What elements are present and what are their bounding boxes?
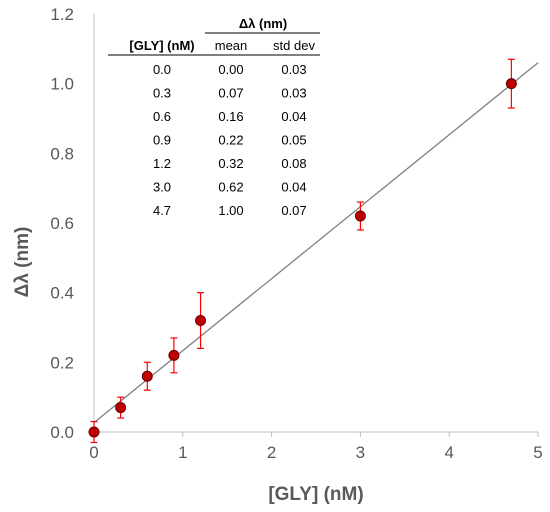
table-cell: 0.0 bbox=[153, 62, 171, 77]
axes bbox=[93, 14, 539, 437]
table-cell: 1.2 bbox=[153, 156, 171, 171]
table-cell: 0.07 bbox=[281, 203, 306, 218]
data-point bbox=[195, 315, 207, 327]
data-points bbox=[88, 78, 517, 438]
data-table: Δλ (nm) [GLY] (nM) mean std dev 0.0 0.00 0… bbox=[108, 16, 320, 218]
table-cell: 0.22 bbox=[218, 133, 243, 148]
tick-labels: 0 1 2 3 4 5 0.0 0.2 0.4 0.6 0.8 1.0 1.2 bbox=[50, 5, 542, 462]
y-axis-title: Δλ (nm) bbox=[12, 227, 33, 298]
table-cell: 3.0 bbox=[153, 180, 171, 195]
table-cell: 0.08 bbox=[281, 156, 306, 171]
y-tick-label: 0.8 bbox=[50, 144, 74, 163]
data-point bbox=[505, 78, 517, 90]
table-cell: 0.16 bbox=[218, 109, 243, 124]
data-point bbox=[88, 426, 100, 438]
data-point bbox=[354, 210, 366, 222]
table-cell: 0.03 bbox=[281, 62, 306, 77]
table-col-gly: [GLY] (nM) bbox=[129, 38, 194, 53]
table-cell: 0.04 bbox=[281, 109, 306, 124]
data-point bbox=[141, 370, 153, 382]
table-cell: 0.62 bbox=[218, 180, 243, 195]
y-tick-label: 0.2 bbox=[50, 353, 74, 372]
table-cell: 0.9 bbox=[153, 133, 171, 148]
y-tick-label: 0.0 bbox=[50, 423, 74, 442]
table-col-mean: mean bbox=[215, 38, 248, 53]
fit-line bbox=[93, 62, 539, 424]
table-cell: 0.32 bbox=[218, 156, 243, 171]
table-cell: 0.05 bbox=[281, 133, 306, 148]
x-tick-label: 5 bbox=[533, 443, 542, 462]
y-tick-label: 1.2 bbox=[50, 5, 74, 24]
table-cell: 0.03 bbox=[281, 86, 306, 101]
y-tick-label: 0.4 bbox=[50, 284, 74, 303]
x-axis-title: [GLY] (nM) bbox=[268, 484, 363, 505]
table-group-header: Δλ (nm) bbox=[239, 16, 287, 31]
x-tick-label: 1 bbox=[178, 443, 187, 462]
table-cell: 4.7 bbox=[153, 203, 171, 218]
x-tick-label: 0 bbox=[89, 443, 98, 462]
y-tick-label: 1.0 bbox=[50, 75, 74, 94]
data-point bbox=[115, 402, 127, 414]
table-cell: 1.00 bbox=[218, 203, 243, 218]
table-cell: 0.00 bbox=[218, 62, 243, 77]
fit-line-group bbox=[93, 62, 539, 424]
x-tick-label: 4 bbox=[444, 443, 453, 462]
table-cell: 0.04 bbox=[281, 180, 306, 195]
table-col-std: std dev bbox=[273, 38, 315, 53]
y-tick-label: 0.6 bbox=[50, 214, 74, 233]
table-rows: 0.0 0.00 0.03 0.3 0.07 0.03 0.6 0.16 0.04 0.9 0.22… bbox=[153, 62, 307, 218]
table-cell: 0.6 bbox=[153, 109, 171, 124]
table-cell: 0.3 bbox=[153, 86, 171, 101]
x-tick-label: 3 bbox=[356, 443, 365, 462]
table-cell: 0.07 bbox=[218, 86, 243, 101]
x-tick-label: 2 bbox=[267, 443, 276, 462]
data-point bbox=[168, 349, 180, 361]
